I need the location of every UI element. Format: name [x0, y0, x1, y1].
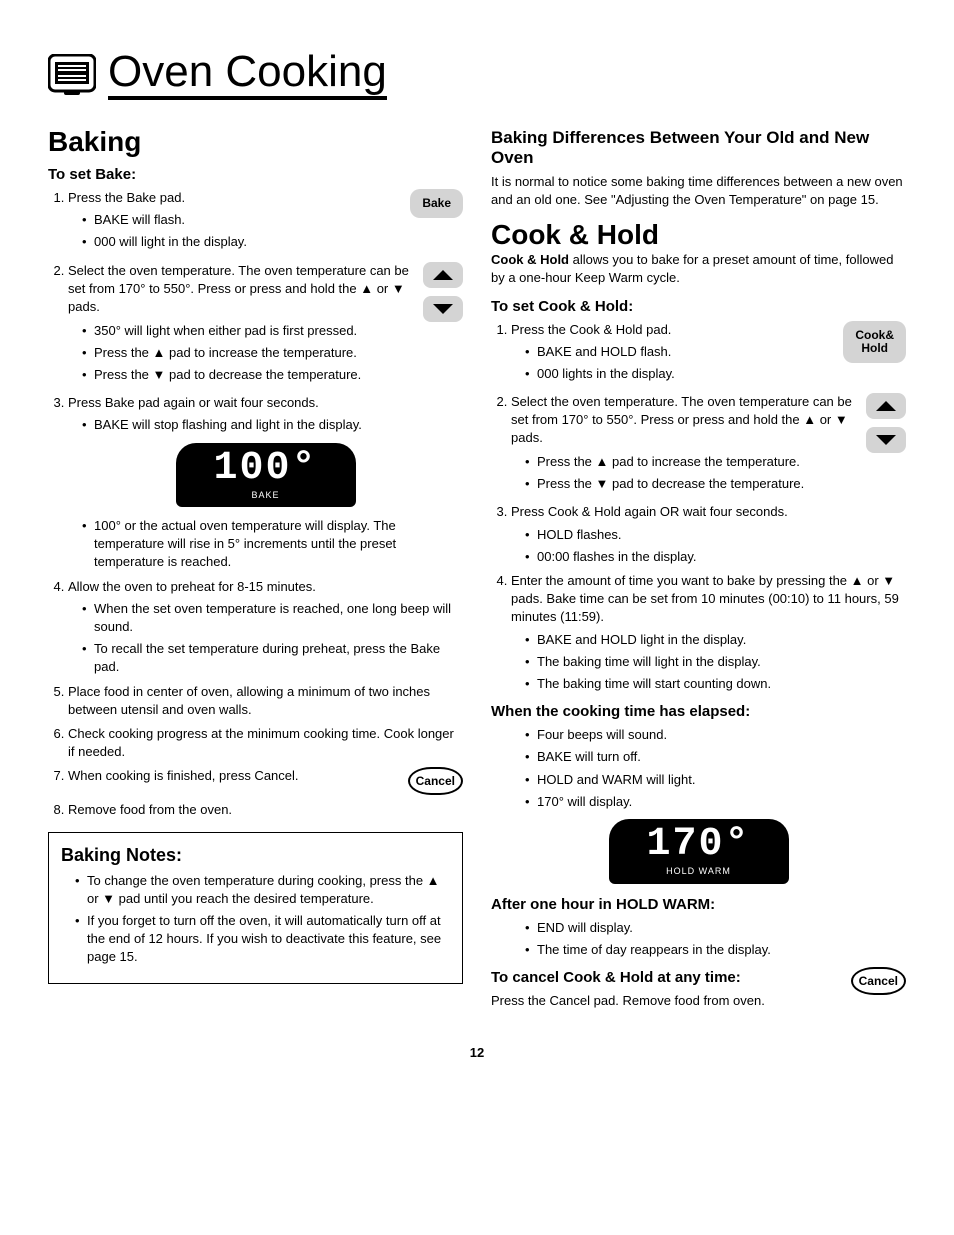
display-small: BAKE [190, 489, 342, 502]
step-text: Press Cook & Hold again OR wait four sec… [511, 504, 788, 519]
up-arrow-pad[interactable] [866, 393, 906, 419]
bake-step-6: Check cooking progress at the minimum co… [68, 725, 463, 761]
page-title: Oven Cooking [108, 50, 387, 100]
bullet: BAKE will flash. [82, 211, 463, 229]
down-arrow-pad[interactable] [423, 296, 463, 322]
ch-step-2: Select the oven temperature. The oven te… [511, 393, 906, 497]
step-text: Enter the amount of time you want to bak… [511, 573, 899, 624]
step-text: When cooking is finished, press Cancel. [68, 768, 299, 783]
note: To change the oven temperature during co… [75, 872, 450, 908]
notes-heading: Baking Notes: [61, 843, 450, 868]
page-header: Oven Cooking [48, 50, 906, 100]
bullet: BAKE will stop flashing and light in the… [82, 416, 463, 434]
bullet: 100° or the actual oven temperature will… [82, 517, 463, 572]
ch-step-1: Cook& Hold Press the Cook & Hold pad. BA… [511, 321, 906, 388]
diff-heading: Baking Differences Between Your Old and … [491, 128, 906, 169]
display-big: 100° [190, 449, 342, 489]
arrow-pads [866, 393, 906, 453]
bullet: Press the ▼ pad to decrease the temperat… [82, 366, 463, 384]
set-ch-heading: To set Cook & Hold: [491, 296, 906, 317]
bullet: The baking time will start counting down… [525, 675, 906, 693]
cancel-ch-heading: To cancel Cook & Hold at any time: [491, 967, 906, 988]
bullet: 350° will light when either pad is first… [82, 322, 463, 340]
bullet: The baking time will light in the displa… [525, 653, 906, 671]
bullet: Press the ▲ pad to increase the temperat… [82, 344, 463, 362]
step-text: Allow the oven to preheat for 8-15 minut… [68, 579, 316, 594]
left-column: Baking To set Bake: Bake Press the Bake … [48, 128, 463, 1010]
display-100: 100° BAKE [176, 443, 356, 508]
bake-step-4: Allow the oven to preheat for 8-15 minut… [68, 578, 463, 677]
page-number: 12 [48, 1044, 906, 1062]
set-bake-heading: To set Bake: [48, 164, 463, 185]
cook-hold-heading: Cook & Hold [491, 221, 906, 249]
bullet: Press the ▲ pad to increase the temperat… [525, 453, 906, 471]
step-text: Select the oven temperature. The oven te… [68, 263, 409, 314]
ch-intro-bold: Cook & Hold [491, 252, 569, 267]
step-text: Press Bake pad again or wait four second… [68, 395, 319, 410]
bullet: Four beeps will sound. [525, 726, 906, 744]
down-arrow-pad[interactable] [866, 427, 906, 453]
cancel-pad[interactable]: Cancel [408, 767, 463, 795]
step-text: Select the oven temperature. The oven te… [511, 394, 852, 445]
bullet: 170° will display. [525, 793, 906, 811]
step-text: Press the Bake pad. [68, 190, 185, 205]
display-big: 170° [623, 825, 775, 865]
ch-step-4: Enter the amount of time you want to bak… [511, 572, 906, 693]
bake-step-5: Place food in center of oven, allowing a… [68, 683, 463, 719]
bullet: The time of day reappears in the display… [525, 941, 906, 959]
ch-step-3: Press Cook & Hold again OR wait four sec… [511, 503, 906, 566]
ch-steps: Cook& Hold Press the Cook & Hold pad. BA… [511, 321, 906, 694]
display-170: 170° HOLD WARM [609, 819, 789, 884]
bullet: 000 will light in the display. [82, 233, 463, 251]
bullet: When the set oven temperature is reached… [82, 600, 463, 636]
step-text: Press the Cook & Hold pad. [511, 322, 671, 337]
note: If you forget to turn off the oven, it w… [75, 912, 450, 967]
cook-hold-intro: Cook & Hold allows you to bake for a pre… [491, 251, 906, 287]
oven-icon [48, 54, 96, 96]
bake-step-8: Remove food from the oven. [68, 801, 463, 819]
cancel-pad[interactable]: Cancel [851, 967, 906, 995]
display-small: HOLD WARM [623, 865, 775, 878]
right-column: Baking Differences Between Your Old and … [491, 128, 906, 1010]
up-arrow-pad[interactable] [423, 262, 463, 288]
diff-body: It is normal to notice some baking time … [491, 173, 906, 209]
bake-step-1: Bake Press the Bake pad. BAKE will flash… [68, 189, 463, 256]
bullet: Press the ▼ pad to decrease the temperat… [525, 475, 906, 493]
after-heading: After one hour in HOLD WARM: [491, 894, 906, 915]
bullet: HOLD flashes. [525, 526, 906, 544]
elapsed-heading: When the cooking time has elapsed: [491, 701, 906, 722]
bullet: 000 lights in the display. [525, 365, 906, 383]
bullet: BAKE and HOLD light in the display. [525, 631, 906, 649]
arrow-pads [423, 262, 463, 322]
bullet: END will display. [525, 919, 906, 937]
cancel-ch-body: Press the Cancel pad. Remove food from o… [491, 992, 906, 1010]
bullet: BAKE will turn off. [525, 748, 906, 766]
bake-steps: Bake Press the Bake pad. BAKE will flash… [68, 189, 463, 820]
bake-step-2: Select the oven temperature. The oven te… [68, 262, 463, 389]
bullet: HOLD and WARM will light. [525, 771, 906, 789]
baking-notes-box: Baking Notes: To change the oven tempera… [48, 832, 463, 984]
baking-heading: Baking [48, 128, 463, 156]
bake-step-3: Press Bake pad again or wait four second… [68, 394, 463, 572]
bullet: 00:00 flashes in the display. [525, 548, 906, 566]
bullet: To recall the set temperature during pre… [82, 640, 463, 676]
bullet: BAKE and HOLD flash. [525, 343, 906, 361]
bake-step-7: Cancel When cooking is finished, press C… [68, 767, 463, 795]
